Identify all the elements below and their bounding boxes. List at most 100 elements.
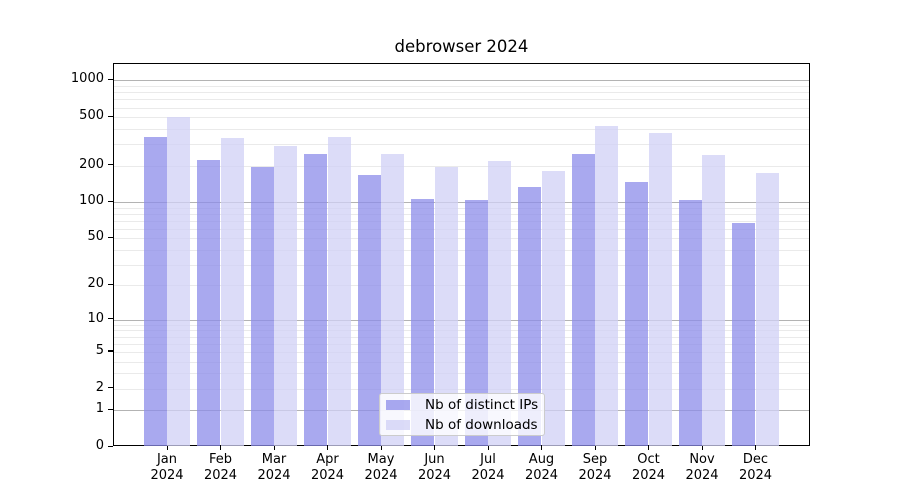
- x-tick-label: Sep 2024: [578, 452, 612, 483]
- x-tick-label: Apr 2024: [310, 452, 345, 483]
- x-tick: [380, 446, 382, 450]
- x-tick: [701, 446, 703, 450]
- legend-label: Nb of distinct IPs: [425, 396, 539, 413]
- y-tick: [108, 350, 113, 352]
- x-tick: [648, 446, 650, 450]
- x-tick: [220, 446, 222, 450]
- bar-distinct-ips: [464, 200, 488, 446]
- x-tick-label: Jul 2024: [471, 452, 505, 483]
- bar-downloads: [434, 167, 458, 446]
- bar-distinct-ips: [571, 153, 595, 446]
- x-tick-label: Nov 2024: [685, 452, 719, 483]
- legend: Nb of distinct IPs Nb of downloads: [379, 393, 545, 436]
- x-tick-label: Jan 2024: [150, 452, 184, 483]
- bar-distinct-ips: [678, 199, 702, 446]
- bar-distinct-ips: [357, 174, 381, 446]
- minor-gridline: [114, 165, 809, 167]
- bar-downloads: [595, 126, 619, 446]
- minor-gridline: [114, 238, 809, 240]
- minor-gridline: [114, 343, 809, 345]
- y-tick: [108, 318, 113, 320]
- minor-gridline: [114, 213, 809, 215]
- bar-distinct-ips: [732, 222, 756, 446]
- x-tick: [755, 446, 757, 450]
- x-tick-label: Feb 2024: [203, 452, 238, 483]
- y-tick-label: 1: [95, 401, 104, 417]
- legend-swatch-distinct-ips: [386, 399, 410, 410]
- y-tick: [108, 408, 113, 410]
- y-tick-label: 5: [95, 342, 104, 358]
- x-tick-label: May 2024: [364, 452, 398, 483]
- y-tick: [108, 283, 113, 286]
- minor-gridline: [114, 285, 809, 287]
- major-gridline: [114, 80, 809, 82]
- x-tick-label: Dec 2024: [738, 452, 773, 483]
- x-tick-label: Aug 2024: [524, 452, 559, 483]
- minor-gridline: [114, 220, 809, 222]
- y-tick-label: 500: [79, 108, 104, 124]
- minor-gridline: [114, 207, 809, 209]
- bar-distinct-ips: [304, 153, 328, 446]
- minor-gridline: [114, 336, 809, 338]
- y-tick: [108, 387, 113, 389]
- minor-gridline: [114, 107, 809, 109]
- x-tick: [487, 446, 489, 450]
- legend-row: Nb of downloads: [386, 416, 544, 434]
- minor-gridline: [114, 129, 809, 131]
- major-gridline: [114, 319, 809, 321]
- y-tick-label: 2: [95, 379, 104, 395]
- minor-gridline: [114, 99, 809, 101]
- minor-gridline: [114, 92, 809, 94]
- bar-downloads: [488, 160, 512, 446]
- bar-distinct-ips: [625, 181, 649, 446]
- y-tick: [108, 164, 113, 166]
- y-tick-label: 10: [87, 310, 104, 326]
- y-tick-label: 100: [79, 193, 104, 209]
- bar-downloads: [702, 155, 726, 446]
- y-tick: [108, 200, 113, 202]
- minor-gridline: [114, 361, 809, 363]
- minor-gridline: [114, 86, 809, 88]
- y-tick-label: 200: [79, 156, 104, 172]
- bar-distinct-ips: [250, 167, 274, 446]
- x-tick-label: Mar 2024: [257, 452, 291, 483]
- major-gridline: [114, 202, 809, 204]
- bar-downloads: [220, 138, 244, 446]
- bar-downloads: [755, 173, 779, 446]
- x-tick-label: Oct 2024: [631, 452, 666, 483]
- x-tick: [166, 446, 168, 450]
- x-tick: [434, 446, 436, 450]
- minor-gridline: [114, 264, 809, 266]
- bar-downloads: [274, 145, 298, 446]
- legend-row: Nb of distinct IPs: [386, 396, 544, 414]
- x-tick: [273, 446, 275, 450]
- minor-gridline: [114, 330, 809, 332]
- minor-gridline: [114, 228, 809, 230]
- chart-title: debrowser 2024: [394, 37, 529, 56]
- bar-downloads: [167, 117, 191, 446]
- bar-distinct-ips: [518, 187, 542, 446]
- x-tick: [327, 446, 329, 450]
- minor-gridline: [114, 117, 809, 119]
- y-tick-label: 0: [95, 438, 104, 453]
- plot-area: [113, 63, 810, 446]
- bar-downloads: [541, 171, 565, 446]
- y-tick-label: 1000: [70, 71, 104, 87]
- bar-distinct-ips: [197, 159, 221, 446]
- y-tick-label: 50: [87, 229, 104, 245]
- x-tick: [594, 446, 596, 450]
- x-tick: [541, 446, 543, 450]
- y-tick-label: 20: [87, 276, 104, 292]
- minor-gridline: [114, 388, 809, 390]
- bar-downloads: [381, 153, 405, 446]
- bar-downloads: [327, 136, 351, 446]
- y-tick: [108, 236, 113, 239]
- y-tick: [108, 445, 113, 447]
- legend-label: Nb of downloads: [425, 416, 538, 433]
- bar-distinct-ips: [411, 199, 435, 446]
- minor-gridline: [114, 373, 809, 375]
- legend-swatch-downloads: [386, 419, 410, 430]
- y-tick: [108, 115, 113, 117]
- x-tick-label: Jun 2024: [417, 452, 452, 483]
